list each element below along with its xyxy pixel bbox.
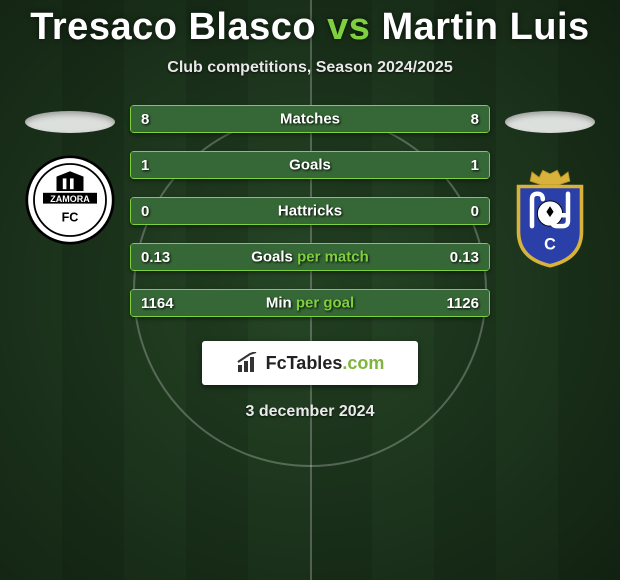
- stat-row: 1164 Min per goal 1126: [130, 289, 490, 317]
- left-crest-svg: ZAMORA FC: [25, 155, 115, 245]
- left-side: ZAMORA FC: [20, 105, 120, 245]
- stat-right-value: 1126: [446, 295, 479, 312]
- stat-row: 0 Hattricks 0: [130, 197, 490, 225]
- stat-row: 0.13 Goals per match 0.13: [130, 243, 490, 271]
- right-side: C: [500, 105, 600, 263]
- stat-fill-right: [310, 152, 489, 178]
- title-player2: Martin Luis: [382, 6, 590, 48]
- stat-left-value: 1: [141, 157, 149, 174]
- date-text: 3 december 2024: [0, 403, 620, 421]
- page-title: Tresaco Blasco vs Martin Luis: [0, 0, 620, 49]
- stat-fill-left: [131, 152, 310, 178]
- svg-text:C: C: [544, 236, 556, 254]
- stat-label-a: Min: [266, 295, 292, 312]
- content: Tresaco Blasco vs Martin Luis Club compe…: [0, 0, 620, 421]
- stat-right-value: 1: [471, 157, 479, 174]
- brand-logo[interactable]: FcTables.com: [202, 341, 418, 385]
- stat-label-b: per match: [297, 249, 369, 266]
- stat-right-value: 0.13: [450, 249, 479, 266]
- main-area: ZAMORA FC 8 Matches 8 1 Goals 1 0 Hattricks 0 0.1…: [0, 105, 620, 317]
- left-crest: ZAMORA FC: [25, 155, 115, 245]
- stat-label-a: Matches: [280, 111, 340, 128]
- brand-suffix: .com: [342, 353, 384, 373]
- left-oval: [25, 111, 115, 133]
- stat-label-a: Hattricks: [278, 203, 342, 220]
- stat-label: Min per goal: [266, 295, 354, 312]
- stat-left-value: 1164: [141, 295, 174, 312]
- svg-text:FC: FC: [62, 211, 79, 225]
- stat-label: Hattricks: [278, 203, 342, 220]
- stat-label-b: per goal: [296, 295, 354, 312]
- stat-label: Goals: [289, 157, 331, 174]
- stat-left-value: 0.13: [141, 249, 170, 266]
- stats-panel: 8 Matches 8 1 Goals 1 0 Hattricks 0 0.13 Goals per…: [130, 105, 490, 317]
- right-crest: C: [505, 173, 595, 263]
- stat-right-value: 0: [471, 203, 479, 220]
- title-player1: Tresaco Blasco: [30, 6, 316, 48]
- stat-label-a: Goals: [251, 249, 293, 266]
- title-vs: vs: [327, 6, 370, 48]
- svg-text:ZAMORA: ZAMORA: [50, 194, 90, 204]
- right-crest-svg: C: [505, 163, 595, 273]
- brand-text: FcTables.com: [266, 353, 385, 374]
- stat-label-a: Goals: [289, 157, 331, 174]
- stat-right-value: 8: [471, 111, 479, 128]
- stat-label: Matches: [280, 111, 340, 128]
- stat-row: 1 Goals 1: [130, 151, 490, 179]
- stat-left-value: 8: [141, 111, 149, 128]
- brand-name: FcTables: [266, 353, 343, 373]
- subtitle: Club competitions, Season 2024/2025: [0, 59, 620, 77]
- stat-label: Goals per match: [251, 249, 369, 266]
- stat-row: 8 Matches 8: [130, 105, 490, 133]
- right-oval: [505, 111, 595, 133]
- chart-icon: [236, 352, 260, 374]
- stat-left-value: 0: [141, 203, 149, 220]
